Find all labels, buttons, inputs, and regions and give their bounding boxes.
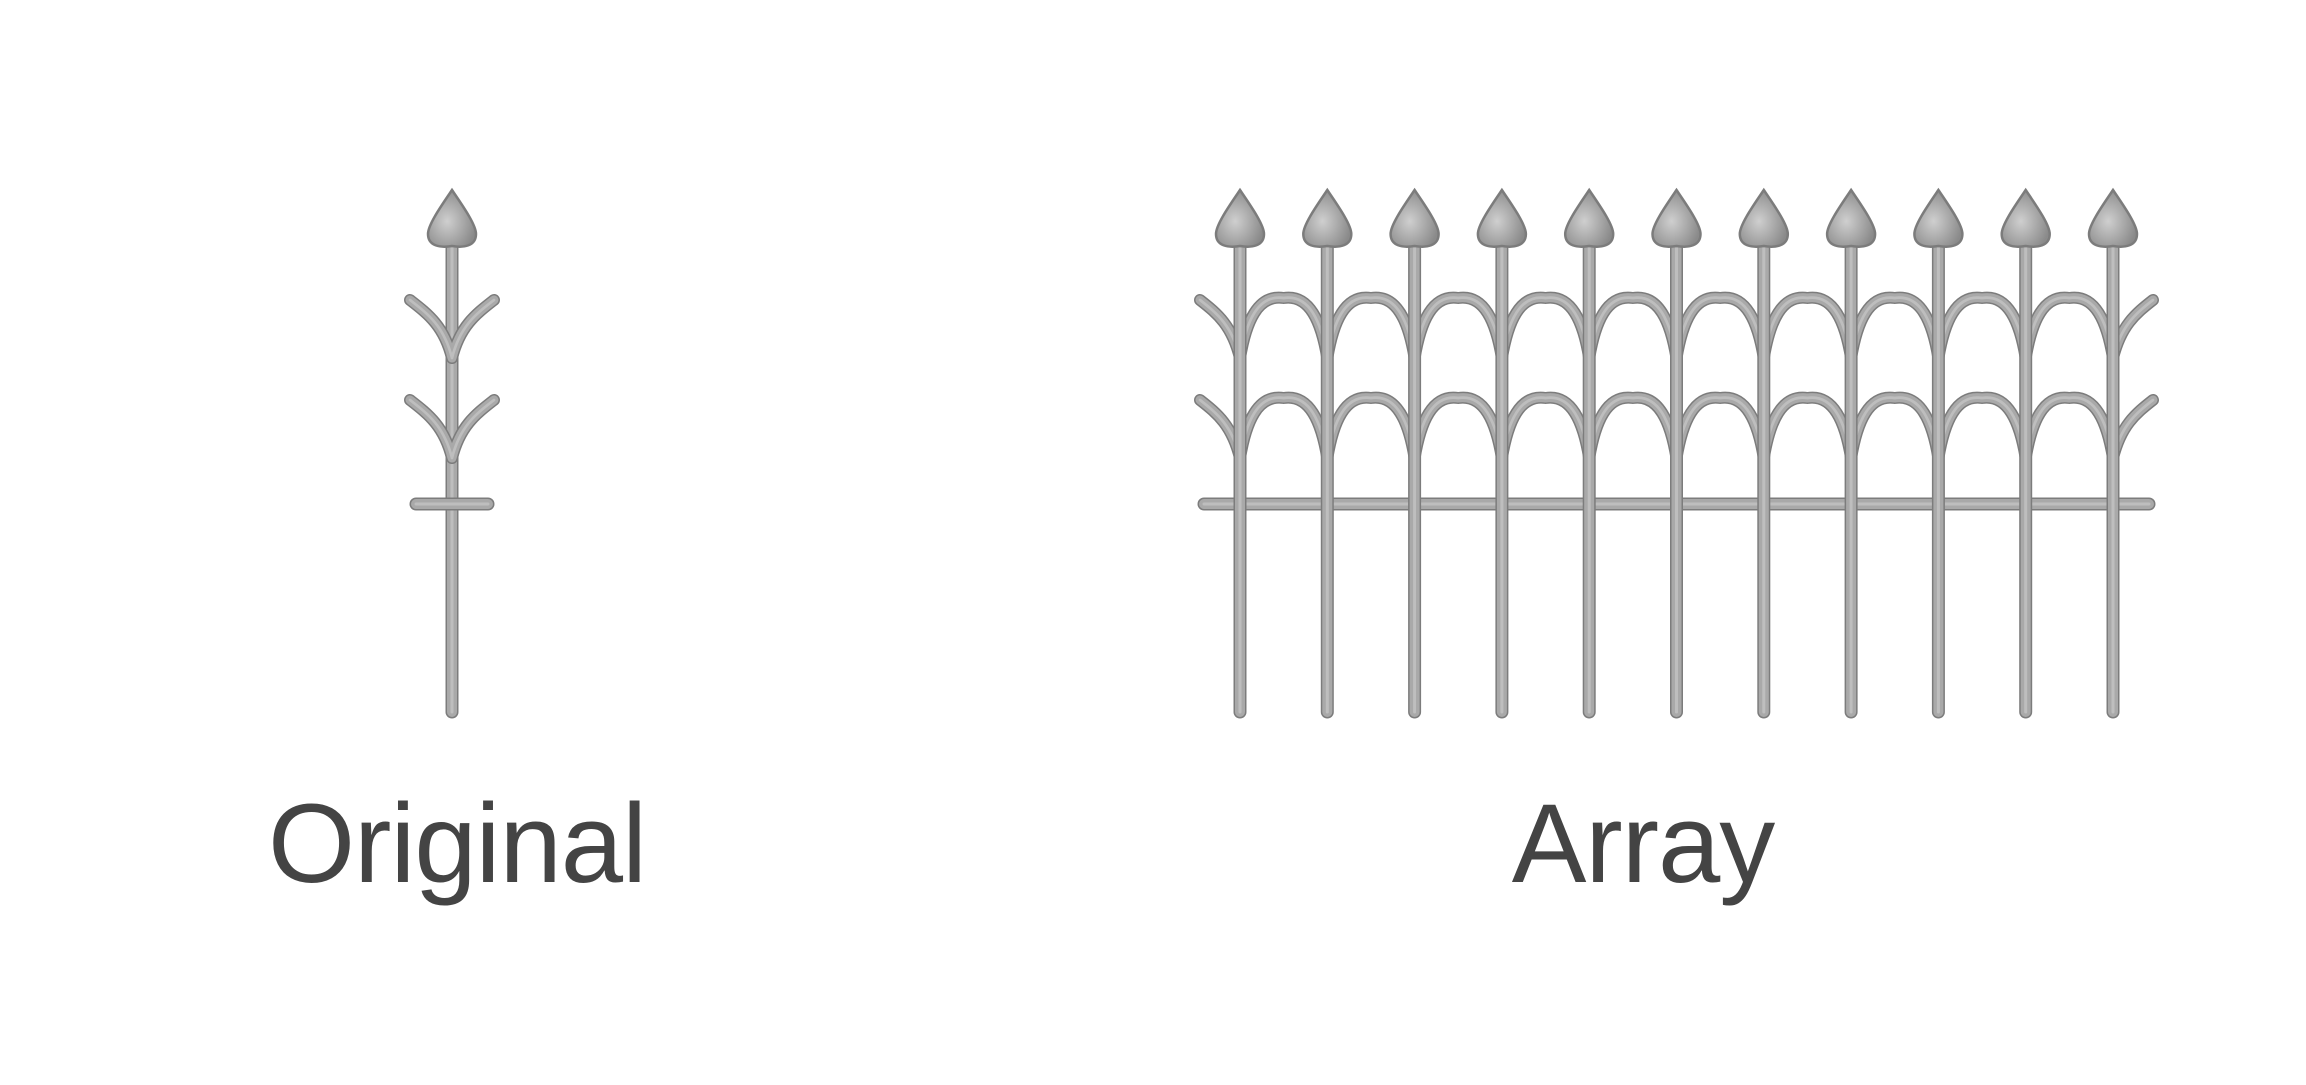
original-label: Original <box>268 781 647 906</box>
spear-tip <box>426 187 478 248</box>
upper-branch <box>404 294 500 364</box>
lower-arch <box>1932 391 2032 464</box>
spear-tip <box>1825 187 1877 248</box>
lower-arch <box>1234 391 1334 464</box>
spear-tip <box>2000 187 2051 248</box>
upper-arch <box>1932 291 2032 364</box>
fence-post <box>2000 187 2051 719</box>
fence-post <box>426 187 478 719</box>
fence-post <box>1476 187 1528 719</box>
lower-arch <box>1670 391 1770 464</box>
lower-branch <box>404 394 500 464</box>
upper-arch <box>1845 291 1945 364</box>
lower-arch <box>1845 391 1945 464</box>
fence-post <box>1913 187 1964 719</box>
upper-arch <box>2019 291 2119 364</box>
lower-arch <box>1757 391 1858 464</box>
fence-post <box>1389 187 1440 719</box>
spear-tip <box>1563 187 1615 248</box>
spear-tip <box>1302 187 1353 248</box>
upper-arch <box>1670 291 1770 364</box>
spear-tip <box>1214 187 1266 248</box>
fence-post <box>1302 187 1353 719</box>
spear-tip <box>1738 187 1790 248</box>
lower-arch <box>1321 391 1421 464</box>
upper-arch <box>1408 291 1508 364</box>
arrayed-fence <box>1194 187 2159 719</box>
lower-arch <box>2019 391 2119 464</box>
spear-tip <box>2087 187 2139 248</box>
spear-tip <box>1389 187 1440 248</box>
upper-arch <box>1234 291 1334 364</box>
upper-arch <box>1757 291 1858 364</box>
spear-tip <box>1913 187 1964 248</box>
lower-arch <box>1583 391 1683 464</box>
upper-arch <box>1495 291 1596 364</box>
arch-set <box>1194 291 2159 464</box>
fence-post <box>1738 187 1790 719</box>
upper-arch <box>1583 291 1683 364</box>
fence-post <box>2087 187 2139 719</box>
fence-post <box>1563 187 1615 719</box>
upper-arch <box>1321 291 1421 364</box>
fence-post <box>1214 187 1266 719</box>
spear-tip <box>1651 187 1702 248</box>
fence-post <box>1651 187 1702 719</box>
original-fence-post <box>404 187 500 719</box>
array-label: Array <box>1511 781 1776 906</box>
lower-arch <box>1408 391 1508 464</box>
fence-post <box>1825 187 1877 719</box>
lower-arch <box>1495 391 1596 464</box>
spear-tip <box>1476 187 1528 248</box>
